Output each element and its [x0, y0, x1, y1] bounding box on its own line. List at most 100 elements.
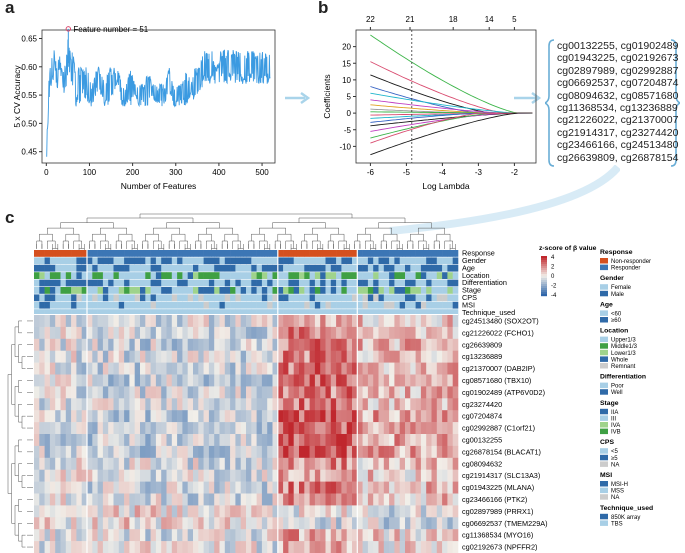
heatmap-cell [452, 362, 459, 375]
heatmap-cell [230, 315, 236, 328]
heatmap-cell [452, 505, 459, 518]
heatmap-cell [71, 457, 77, 470]
heatmap-cell [34, 315, 40, 328]
heatmap-cell [81, 469, 88, 482]
heatmap-cell [193, 481, 199, 494]
heatmap-cell [118, 326, 125, 340]
heatmap-cell [256, 505, 263, 518]
annotation-cell-stage [426, 287, 432, 294]
heatmap-cell [426, 422, 432, 435]
colorbar-tick-label: 2 [551, 265, 555, 271]
annotation-cell-response [198, 250, 204, 257]
heatmap-cell [113, 529, 120, 542]
annotation-cell-cps [224, 294, 231, 302]
heatmap-cell [330, 541, 337, 553]
heatmap-cell [124, 529, 130, 542]
heatmap-cell [193, 374, 199, 387]
annotation-cell-stage [436, 287, 443, 294]
heatmap-cell [240, 386, 247, 399]
heatmap-cell [383, 326, 390, 340]
annotation-cell-response [203, 250, 210, 257]
heatmap-cell [224, 362, 231, 375]
annotation-cell-differentiation [65, 279, 72, 287]
heatmap-cell [49, 362, 56, 375]
heatmap-cell [235, 362, 241, 375]
heatmap-cell [383, 481, 390, 494]
annotation-cell-location [399, 272, 406, 279]
annotation-cell-location [299, 272, 305, 279]
heatmap-cell [415, 445, 422, 459]
heatmap-cell [171, 338, 178, 351]
annotation-cell-msi [55, 301, 61, 309]
heatmap-cell [87, 410, 93, 423]
heatmap-cell [394, 493, 400, 506]
annotation-cell-msi [389, 301, 395, 309]
heatmap-cell [55, 398, 61, 411]
annotation-cell-gender [60, 257, 67, 265]
heatmap-cell [81, 517, 88, 530]
heatmap-cell [352, 457, 358, 470]
heatmap-cell [383, 445, 390, 459]
annotation-cell-location [81, 272, 88, 279]
annotation-cell-differentiation [336, 279, 342, 287]
annotation-cell-cps [129, 294, 135, 302]
annotation-cell-cps [272, 294, 279, 302]
annotation-cell-cps [251, 294, 257, 302]
heatmap-cell [55, 434, 61, 447]
heatmap-cell [436, 362, 443, 375]
heatmap-cell [118, 350, 125, 363]
heatmap-cell [330, 469, 337, 482]
heatmap-cell [224, 505, 231, 518]
heatmap-row-label: cg06692537 (TMEM229A) [462, 519, 548, 528]
annotation-cell-gender [65, 257, 72, 265]
annotation-cell-cps [113, 294, 120, 302]
heatmap-cell [140, 541, 146, 553]
heatmap-cell [261, 326, 268, 340]
annotation-cell-age [442, 264, 448, 272]
heatmap-cell [314, 326, 321, 340]
annotation-cell-location [108, 272, 114, 279]
heatmap-cell [410, 481, 416, 494]
heatmap-cell [410, 445, 416, 459]
annotation-cell-stage [92, 287, 98, 294]
legend-swatch [600, 264, 608, 271]
heatmap-cell [134, 445, 141, 459]
annotation-cell-msi [420, 301, 427, 309]
annotation-cell-differentiation [367, 279, 374, 287]
heatmap-cell [214, 326, 220, 340]
heatmap-cell [367, 374, 374, 387]
heatmap-cell [161, 422, 167, 435]
heatmap-cell [187, 338, 194, 351]
heatmap-cell [177, 434, 183, 447]
annotation-cell-location [49, 272, 56, 279]
heatmap-cell [155, 362, 162, 375]
heatmap-cell [309, 386, 316, 399]
annotation-cell-gender [283, 257, 289, 265]
heatmap-cell [203, 338, 210, 351]
annotation-cell-stage [336, 287, 342, 294]
annotation-cell-differentiation [426, 279, 432, 287]
legend-label: Non-responder [611, 259, 651, 265]
heatmap-cell [171, 493, 178, 506]
heatmap-cell [415, 350, 422, 363]
coefficient-path-c1 [370, 34, 533, 114]
annotation-cell-msi [150, 301, 157, 309]
heatmap-cell [81, 386, 88, 399]
annotation-cell-gender [166, 257, 173, 265]
heatmap-cell [208, 326, 215, 340]
annotation-cell-location [171, 272, 178, 279]
heatmap-cell [187, 493, 194, 506]
heatmap-cell [230, 517, 236, 530]
heatmap-cell [198, 315, 204, 328]
heatmap-cell [240, 374, 247, 387]
annotation-cell-gender [447, 257, 453, 265]
annotation-cell-age [171, 264, 178, 272]
heatmap-cell [447, 445, 453, 459]
annotation-cell-location [235, 272, 241, 279]
heatmap-cell [267, 315, 273, 328]
heatmap-cell [118, 529, 125, 542]
annotation-cell-cps [346, 294, 353, 302]
heatmap-cell [261, 517, 268, 530]
annotation-cell-age [378, 264, 385, 272]
heatmap-cell [134, 350, 141, 363]
